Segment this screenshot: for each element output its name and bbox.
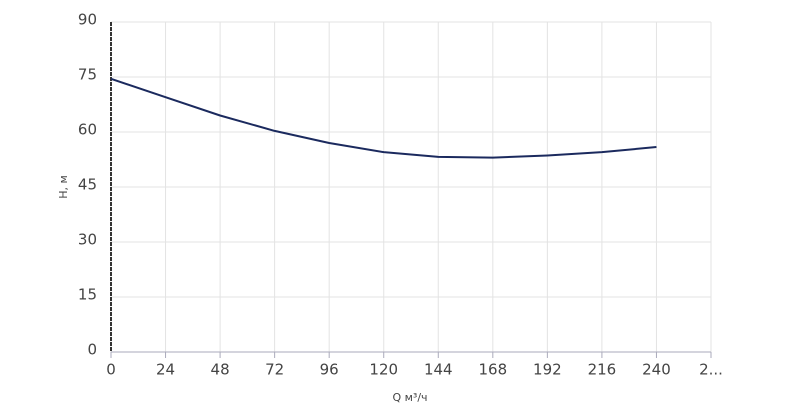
y-axis-label: H, м [57,175,70,199]
y-tick-label: 90 [78,11,97,29]
x-tick-label: 168 [478,361,507,379]
y-tick-label: 30 [78,231,97,249]
line-series [110,77,657,159]
y-tick-label: 60 [78,121,97,139]
x-tick-label: 120 [369,361,398,379]
x-tick-label: 48 [211,361,230,379]
x-tick-label: 144 [424,361,453,379]
x-tick-label: 0 [106,361,116,379]
x-tick-label: 96 [320,361,339,379]
x-tick-label: 192 [533,361,562,379]
x-tick-label: 72 [265,361,284,379]
y-tick-label: 0 [87,341,97,359]
x-tick-label: 240 [642,361,671,379]
y-tick-label: 45 [78,176,97,194]
x-axis-label: Q м³/ч [392,391,427,404]
x-tick-label: 216 [588,361,617,379]
y-tick-label: 75 [78,66,97,84]
x-tick-label: 24 [156,361,175,379]
x-tick-label: 2... [699,361,723,379]
y-tick-label: 15 [78,286,97,304]
